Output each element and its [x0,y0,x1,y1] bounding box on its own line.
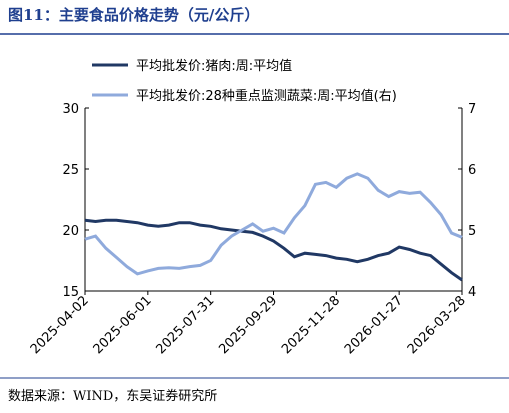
y-tick-label: 30 [62,102,79,117]
y-tick-label: 25 [62,163,79,178]
x-tick-label: 2025-06-01 [91,293,155,357]
y-tick-label: 15 [62,285,79,300]
y-tick-label: 20 [62,224,79,239]
source: 数据来源：WIND，东吴证券研究所 [8,388,217,404]
chart-title: 图11：主要食品价格走势（元/公斤） [8,6,259,24]
legend-label: 平均批发价:28种重点监测蔬菜:周:平均值(右) [136,88,397,104]
x-tick-label: 2025-04-02 [28,293,92,357]
y2-tick-label: 5 [468,224,476,239]
x-tick-label: 2025-09-29 [216,293,280,357]
x-tick-label: 2026-03-28 [405,293,469,357]
series-line [84,218,463,282]
x-tick-label: 2025-07-31 [153,293,217,357]
y2-tick-label: 4 [468,285,476,300]
legend-label: 平均批发价:猪肉:周:平均值 [136,58,292,74]
y2-tick-label: 6 [468,163,476,178]
series-line [84,172,463,276]
y2-tick-label: 7 [468,102,476,117]
x-tick-label: 2025-11-28 [279,293,343,357]
x-tick-label: 2026-01-27 [342,293,406,357]
